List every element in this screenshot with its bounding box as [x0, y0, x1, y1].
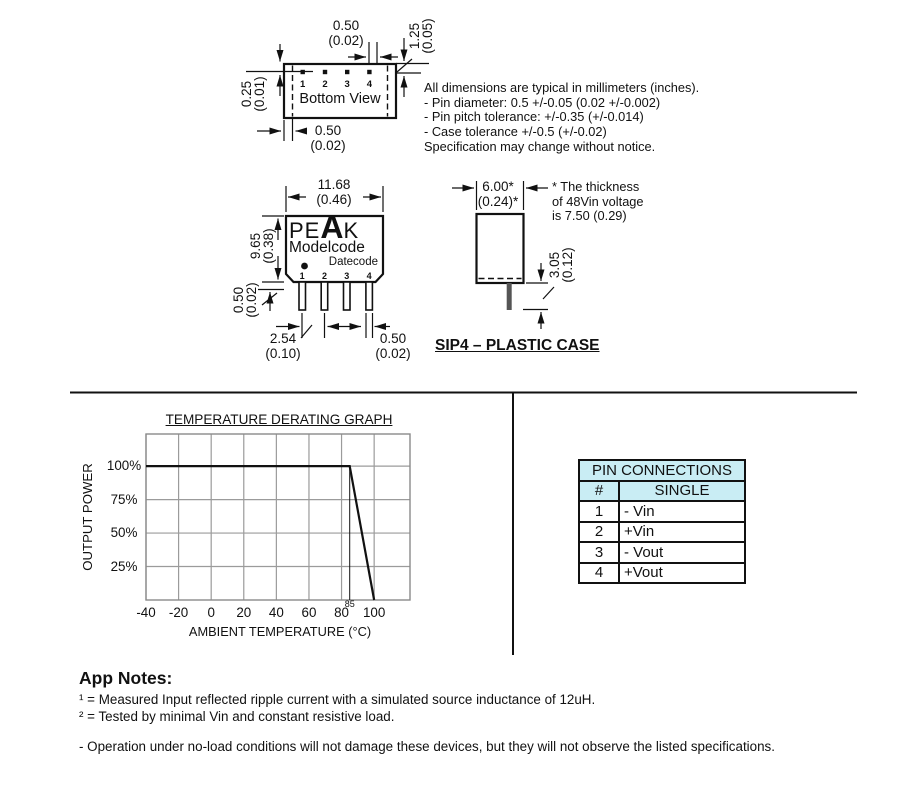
- app-note-1: ¹ = Measured Input reflected ripple curr…: [79, 692, 596, 707]
- peak-logo: PE A K: [289, 209, 360, 245]
- app-note-2: ² = Tested by minimal Vin and constant r…: [79, 709, 395, 724]
- pin-pad: [322, 69, 328, 75]
- fv-dim-width-label: 11.68 (0.46): [316, 177, 352, 207]
- peak-logo-k: K: [343, 218, 360, 243]
- pin-number-cell: 2: [578, 520, 620, 543]
- note-line: Specification may change without notice.: [424, 138, 656, 154]
- datecode-label: Datecode: [328, 256, 378, 268]
- peak-logo-pe: PE: [289, 218, 321, 243]
- front-view-dimension-lines: [258, 186, 390, 339]
- note-line: - Case tolerance +/-0.5 (+/-0.02): [424, 124, 607, 140]
- table-row: 3- Vout: [578, 541, 746, 564]
- package-caption: SIP4 – PLASTIC CASE: [435, 337, 600, 354]
- sv-dim-width-label: 6.00* (0.24)*: [477, 179, 519, 209]
- fv-dim-pin-label: 0.50 (0.02): [375, 331, 411, 361]
- dimension-notes: All dimensions are typical in millimeter…: [424, 80, 764, 155]
- x-tick-label: 40: [268, 605, 284, 620]
- bv-dim-right-label: 1.25 (0.05): [407, 18, 435, 54]
- note-line: - Pin diameter: 0.5 +/-0.05 (0.02 +/-0.0…: [424, 94, 661, 110]
- pin1-marker-dot: [301, 262, 308, 270]
- pin-function-cell: - Vout: [618, 541, 746, 564]
- pin-lead: [365, 281, 374, 311]
- fv-dim-standoff-label: 0.50 (0.02): [231, 282, 259, 318]
- sv-dim-pinlength-label: 3.05 (0.12): [547, 247, 575, 283]
- pin-table-title: PIN CONNECTIONS: [578, 459, 746, 482]
- pin-table-col-single: SINGLE: [618, 479, 746, 502]
- front-view-outline: [284, 214, 385, 284]
- x-tick-label: 100: [362, 605, 386, 620]
- y-tick-label: 25%: [110, 558, 138, 574]
- pin-function-cell: - Vin: [618, 500, 746, 523]
- pin-pad: [345, 69, 350, 75]
- fv-dim-height-label: 9.65 (0.38): [248, 228, 276, 264]
- x-tick-label: 20: [236, 605, 252, 620]
- x-tick-label: 0: [207, 605, 215, 620]
- pin-lead: [320, 281, 329, 311]
- app-note-operation: - Operation under no-load conditions wil…: [79, 739, 775, 754]
- bottom-view-label: Bottom View: [299, 91, 381, 107]
- bv-pin-number: 1: [300, 79, 306, 90]
- bv-dim-left-label: 0.25 (0.01): [239, 76, 267, 112]
- pin-number-cell: 4: [578, 561, 620, 584]
- app-notes-heading: App Notes:: [79, 668, 173, 688]
- modelcode-label: Modelcode: [289, 239, 365, 256]
- pin-lead: [298, 281, 307, 311]
- fv-pin-number: 3: [344, 271, 350, 281]
- pin-connections-table: PIN CONNECTIONS # SINGLE 1- Vin 2 +Vin 3- V…: [578, 459, 746, 584]
- fv-pin-number: 2: [321, 271, 327, 281]
- y-tick-label: 50%: [110, 525, 138, 541]
- bv-pin-number: 4: [366, 79, 373, 90]
- bv-dim-bottom-label: 0.50 (0.02): [310, 123, 346, 153]
- fv-pin-number: 4: [366, 271, 372, 281]
- pin-lead-side: [506, 283, 512, 310]
- bv-pin-number: 3: [344, 79, 350, 90]
- bv-pin-number: 2: [322, 79, 328, 90]
- note-line: - Pin pitch tolerance: +/-0.35 (+/-0.014…: [424, 109, 644, 125]
- x-tick-label: -20: [168, 605, 189, 620]
- x-tick-label: 60: [301, 605, 317, 620]
- pin-lead: [342, 281, 351, 311]
- x-tick-label: -40: [136, 605, 156, 620]
- pin-number-cell: 3: [578, 541, 620, 564]
- fv-dim-pitch-label: 2.54 (0.10): [265, 331, 301, 361]
- bottom-view-dimension-lines: [246, 38, 429, 141]
- bottom-view-drawing: [246, 38, 429, 141]
- derating-chart-plot: [145, 433, 411, 601]
- pin-number-cell: 1: [578, 500, 620, 523]
- pin-pad: [367, 69, 372, 75]
- bv-dim-top-label: 0.50 (0.02): [328, 18, 364, 48]
- x-tick-label: 80: [334, 605, 349, 620]
- table-row: 4 +Vout: [578, 561, 746, 584]
- side-view-drawing: [452, 181, 555, 329]
- pin-function-cell: +Vin: [618, 520, 746, 543]
- note-line: All dimensions are typical in millimeter…: [424, 80, 700, 95]
- y-tick-label: 75%: [110, 491, 138, 507]
- y-tick-label: 100%: [106, 458, 142, 474]
- annotation-label: 85: [344, 599, 355, 609]
- front-view-drawing: [258, 186, 390, 339]
- chart-title: TEMPERATURE DERATING GRAPH: [165, 412, 393, 427]
- side-view-dimension-lines: [452, 181, 555, 329]
- table-row: 1- Vin: [578, 500, 746, 523]
- pin-function-cell: +Vout: [618, 561, 746, 584]
- fv-pin-number: 1: [299, 271, 305, 281]
- side-view-outline: [475, 212, 525, 285]
- pin-table-col-number: #: [578, 479, 620, 502]
- table-row: 2 +Vin: [578, 520, 746, 543]
- chart-xlabel: AMBIENT TEMPERATURE (°C): [188, 624, 372, 639]
- thickness-note: * The thickness of 48Vin voltage is 7.50…: [552, 179, 644, 224]
- peak-logo-a: A: [320, 209, 344, 245]
